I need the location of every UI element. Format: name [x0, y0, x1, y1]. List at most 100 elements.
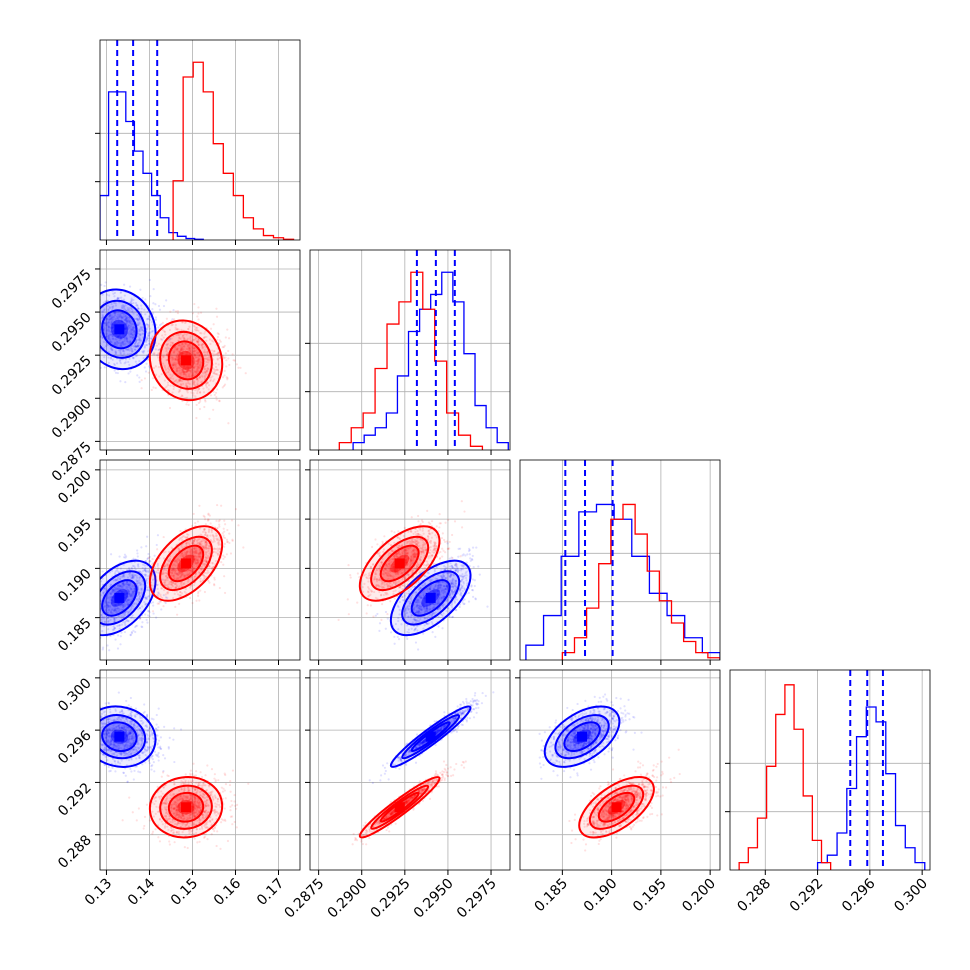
scatter-point — [453, 567, 457, 570]
scatter-point — [179, 348, 183, 351]
scatter-point — [169, 376, 172, 379]
scatter-point — [197, 556, 201, 559]
scatter-point — [467, 600, 471, 603]
scatter-point — [384, 627, 387, 630]
scatter-point — [435, 545, 438, 548]
scatter-point — [191, 566, 194, 569]
scatter-point — [189, 550, 192, 553]
scatter-point — [132, 301, 135, 305]
scatter-point — [448, 547, 451, 550]
scatter-point — [397, 605, 400, 609]
scatter-point — [445, 576, 448, 579]
scatter-point — [446, 542, 449, 545]
scatter-point — [116, 624, 119, 628]
scatter-point — [130, 594, 133, 597]
scatter-point — [102, 591, 105, 594]
scatter-point — [109, 611, 113, 614]
scatter-point — [128, 574, 132, 578]
scatter-point — [125, 317, 128, 320]
scatter-point — [113, 311, 116, 314]
scatter-point — [198, 358, 201, 362]
scatter-point — [378, 622, 382, 625]
scatter-point — [414, 601, 417, 604]
scatter-point — [454, 564, 457, 567]
scatter-point — [165, 353, 169, 356]
scatter-point — [385, 564, 389, 567]
scatter-point — [144, 568, 147, 571]
scatter-point — [464, 576, 468, 580]
scatter-point — [413, 547, 416, 551]
scatter-point — [135, 317, 139, 321]
scatter-point — [179, 594, 182, 597]
scatter-point — [184, 535, 187, 539]
scatter-point — [141, 580, 144, 583]
scatter-point — [468, 547, 471, 550]
scatter-point — [416, 542, 419, 545]
scatter-point — [374, 573, 378, 576]
scatter-point — [193, 539, 196, 542]
scatter-point — [154, 575, 158, 578]
scatter-point — [381, 557, 384, 560]
scatter-point — [461, 578, 464, 581]
scatter-point — [226, 540, 229, 544]
scatter-point — [127, 599, 130, 602]
scatter-point — [472, 595, 475, 598]
scatter-point — [97, 603, 99, 605]
scatter-point — [129, 616, 132, 620]
scatter-point — [232, 359, 235, 362]
scatter-point — [101, 310, 104, 313]
scatter-point — [184, 342, 187, 346]
scatter-point — [449, 582, 453, 585]
scatter-point — [130, 588, 133, 591]
scatter-point — [442, 568, 445, 571]
scatter-point — [107, 609, 110, 612]
scatter-point — [131, 356, 134, 359]
scatter-point — [174, 586, 178, 589]
scatter-point — [190, 391, 193, 394]
scatter-point — [195, 559, 198, 562]
scatter-point — [91, 606, 93, 608]
scatter-point — [425, 564, 428, 567]
scatter-point — [397, 544, 401, 547]
scatter-point — [103, 327, 106, 330]
scatter-point — [106, 322, 109, 325]
scatter-point — [404, 552, 408, 555]
scatter-point — [174, 358, 177, 362]
scatter-point — [450, 582, 453, 585]
scatter-point — [150, 337, 153, 340]
scatter-point — [126, 582, 129, 586]
scatter-point — [459, 583, 463, 586]
scatter-point — [138, 336, 141, 339]
scatter-point — [210, 566, 213, 569]
scatter-point — [132, 594, 135, 597]
scatter-point — [131, 328, 134, 332]
scatter-point — [184, 397, 187, 400]
scatter-point — [127, 590, 130, 593]
scatter-point — [208, 565, 211, 568]
scatter-point — [433, 603, 436, 607]
scatter-point — [452, 567, 455, 570]
scatter-point — [125, 336, 128, 339]
scatter-point — [163, 364, 166, 367]
scatter-point — [97, 314, 99, 316]
scatter-point — [146, 323, 149, 326]
scatter-point — [220, 561, 223, 564]
scatter-point — [366, 604, 369, 607]
scatter-point — [416, 601, 419, 604]
scatter-point — [187, 573, 190, 577]
scatter-point — [196, 377, 199, 381]
scatter-point — [212, 534, 215, 538]
scatter-point — [214, 368, 217, 372]
scatter-point — [163, 379, 166, 382]
scatter-point — [470, 557, 473, 561]
scatter-point — [210, 531, 213, 534]
scatter-point — [146, 318, 149, 321]
scatter-point — [144, 339, 148, 342]
scatter-point — [212, 368, 216, 371]
scatter-point — [186, 369, 190, 372]
scatter-point — [431, 554, 434, 558]
scatter-point — [462, 575, 466, 578]
scatter-point — [201, 342, 205, 346]
scatter-point — [122, 582, 125, 585]
scatter-point — [188, 382, 191, 386]
